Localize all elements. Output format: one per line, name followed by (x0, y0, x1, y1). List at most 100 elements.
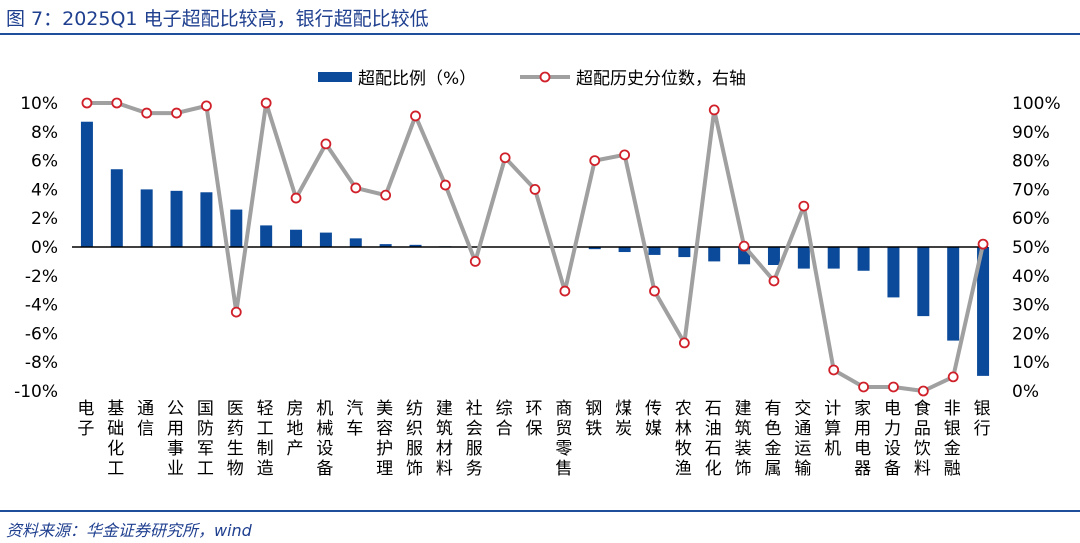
legend-line-marker (539, 71, 551, 83)
category-label: 社会服务 (466, 399, 483, 479)
bar (678, 247, 691, 258)
right-tick-label: 100% (1012, 94, 1061, 114)
percentile-marker (589, 155, 601, 167)
bar (260, 225, 273, 247)
bar (708, 247, 721, 262)
left-tick-label: 10% (20, 94, 58, 114)
category-label: 家用电器 (854, 399, 871, 479)
percentile-marker (111, 97, 123, 109)
right-tick-label: 70% (1012, 180, 1050, 200)
right-tick-label: 60% (1012, 209, 1050, 229)
percentile-marker (171, 107, 182, 119)
category-label: 通信 (137, 399, 154, 439)
category-label: 计算机 (824, 399, 841, 459)
bar (110, 169, 123, 247)
bar (379, 244, 392, 247)
source-divider (0, 510, 1080, 512)
category-label: 银行 (974, 399, 991, 439)
left-tick-label: 4% (31, 180, 58, 200)
bar (648, 247, 661, 255)
category-label: 有色金属 (764, 399, 781, 479)
chart-title: 图 7：2025Q1 电子超配比较高，银行超配比较低 (6, 8, 429, 30)
category-label: 国防军工 (197, 399, 214, 479)
percentile-marker (320, 138, 332, 150)
category-label: 美容护理 (376, 399, 393, 479)
bar (797, 247, 810, 269)
category-label: 石油石化 (705, 399, 722, 479)
category-label: 纺织服饰 (406, 399, 423, 479)
category-label: 建筑装饰 (735, 399, 752, 479)
percentile-marker (947, 371, 959, 383)
left-tick-label: 8% (31, 123, 58, 143)
bar (230, 209, 243, 247)
category-label: 公用事业 (167, 399, 184, 479)
percentile-marker (917, 385, 929, 397)
category-label: 电子 (77, 399, 94, 439)
right-tick-label: 80% (1012, 152, 1050, 172)
category-label: 机械设备 (316, 399, 333, 479)
percentile-marker (81, 97, 93, 109)
percentile-marker (201, 100, 212, 112)
percentile-marker (529, 183, 541, 195)
category-label: 建筑材料 (436, 399, 453, 479)
bar (947, 247, 960, 341)
percentile-marker (977, 238, 989, 250)
category-label: 商贸零售 (555, 399, 572, 479)
percentile-marker (350, 182, 362, 194)
bar (290, 229, 303, 247)
bar (140, 189, 153, 247)
bar (857, 247, 870, 271)
category-label: 农林牧渔 (675, 399, 692, 479)
bar (977, 247, 990, 376)
bar (409, 244, 422, 247)
bar (80, 121, 93, 247)
percentile-marker (708, 104, 720, 116)
percentile-marker (260, 97, 272, 109)
category-label: 基础化工 (107, 399, 124, 479)
category-label: 交通运输 (794, 399, 811, 479)
bar (767, 247, 780, 265)
category-label: 非银金融 (944, 399, 961, 479)
percentile-marker (410, 110, 421, 122)
percentile-marker (828, 364, 840, 376)
percentile-marker (559, 285, 571, 297)
left-tick-label: -8% (25, 353, 58, 373)
right-tick-label: 0% (1012, 382, 1039, 402)
percentile-marker (798, 200, 810, 212)
right-tick-label: 30% (1012, 296, 1050, 316)
bar (588, 247, 601, 250)
left-tick-label: 0% (31, 238, 58, 258)
bar (618, 247, 631, 253)
bar (200, 192, 213, 247)
percentile-marker (230, 306, 242, 318)
left-tick-label: 6% (31, 152, 58, 172)
left-tick-label: -4% (25, 296, 58, 316)
percentile-marker (380, 189, 392, 201)
category-label: 汽车 (346, 399, 363, 439)
category-label: 煤炭 (615, 399, 632, 439)
category-label: 钢铁 (585, 399, 602, 439)
bar (887, 247, 900, 298)
percentile-marker (738, 240, 750, 252)
title-divider (0, 33, 1080, 35)
right-tick-label: 50% (1012, 238, 1050, 258)
right-tick-label: 10% (1012, 353, 1050, 373)
bar (319, 232, 332, 247)
percentile-marker (649, 285, 660, 297)
bar (170, 190, 183, 247)
bar (917, 247, 930, 317)
percentile-marker (499, 152, 511, 164)
left-tick-label: 2% (31, 209, 58, 229)
left-tick-label: -2% (25, 267, 58, 287)
category-label: 电力设备 (884, 399, 901, 479)
right-tick-label: 40% (1012, 267, 1050, 287)
percentile-marker (290, 192, 302, 204)
percentile-marker (619, 149, 631, 161)
bar (349, 238, 362, 247)
category-label: 食品饮料 (914, 399, 931, 479)
percentile-marker (469, 255, 481, 267)
percentile-marker (888, 381, 899, 393)
legend-bar-label: 超配比例（%） (358, 69, 476, 89)
category-label: 综合 (496, 399, 513, 439)
